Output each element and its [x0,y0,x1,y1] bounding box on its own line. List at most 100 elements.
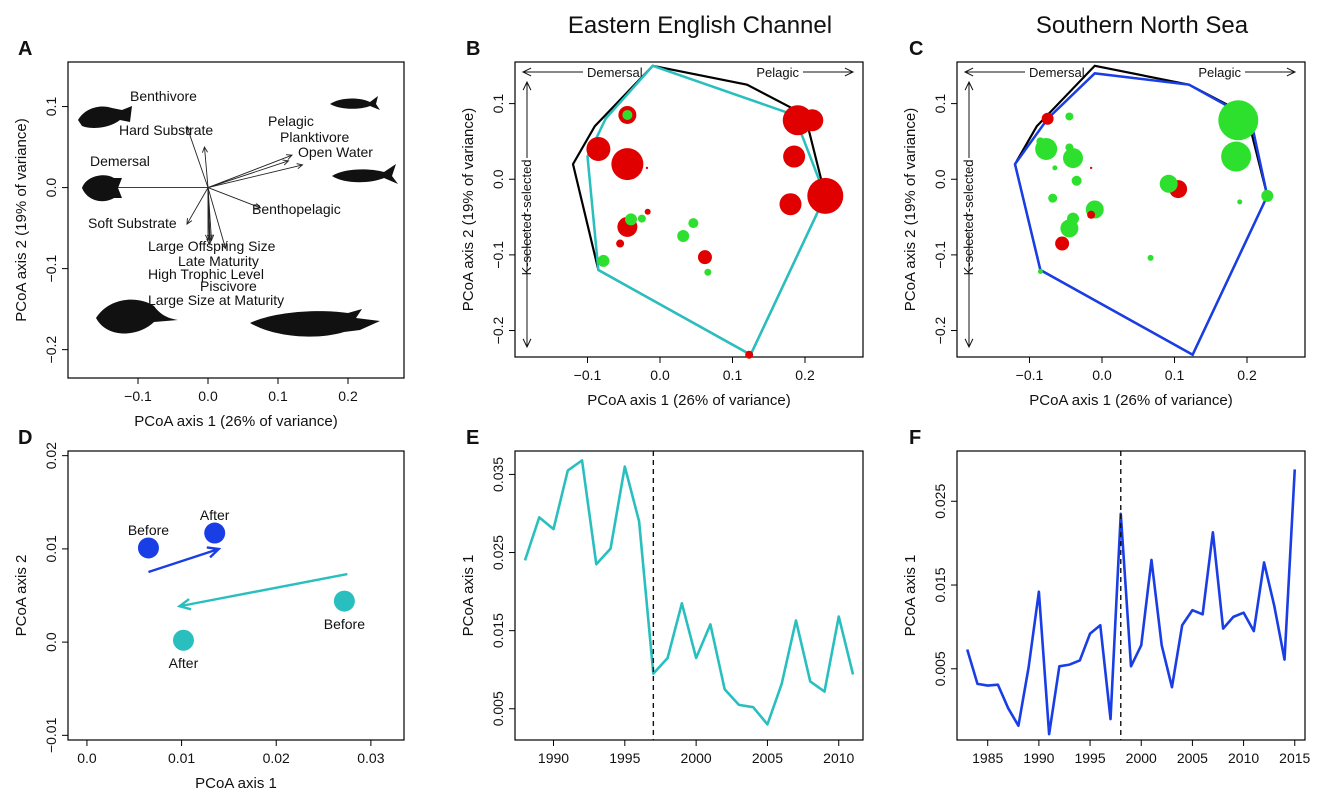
y-tick-label: −0.1 [932,241,948,269]
trait-label: Benthopelagic [252,201,341,217]
species-point [1060,219,1079,238]
trait-label: Large Size at Maturity [148,292,284,308]
plot-frame [514,61,864,358]
x-tick-label: 0.0 [650,367,670,383]
y-tick-label: 0.025 [490,535,506,570]
y-tick-label: 0.1 [43,97,59,117]
species-point [807,177,844,214]
trait-vector [207,187,261,209]
pelagic-label: Pelagic [756,65,799,80]
before-after-point [172,629,194,651]
y-tick-label: 0.02 [43,442,59,469]
time-series-line [523,459,855,726]
region-title-eec: Eastern English Channel [568,12,832,39]
y-axis-label: PCoA axis 1 [902,555,919,637]
k-selected-label: K-selected [519,214,534,275]
x-tick-label: 0.2 [795,367,815,383]
arrow-head [206,234,213,242]
ray-icon [96,299,178,334]
arrow-head [206,238,213,246]
y-tick-label: −0.2 [43,336,59,364]
arrow-head [282,159,290,166]
y-axis-label: PCoA axis 2 (19% of variance) [460,108,477,311]
trait-vector [207,187,210,245]
x-tick-label: 2010 [1228,750,1259,766]
arrow-head [296,163,304,170]
species-point [1089,166,1093,170]
x-tick-label: 2015 [1279,750,1310,766]
x-tick-label: 0.1 [723,367,743,383]
y-tick-label: 0.035 [490,457,506,492]
x-axis-label: PCoA axis 1 (26% of variance) [1029,392,1232,409]
x-axis-label: PCoA axis 1 (26% of variance) [587,392,790,409]
species-point [1065,112,1074,121]
x-tick-label: 0.0 [1092,367,1112,383]
benthivore-fish-icon [78,106,132,128]
trait-label: Benthivore [130,88,197,104]
panel-letter: D [18,427,32,449]
point-label: Before [324,616,365,632]
species-point [1052,165,1058,171]
species-point [1087,210,1096,219]
shark-icon [250,309,380,337]
species-point [644,208,651,215]
y-tick-label: 0.0 [490,169,506,189]
trait-vector [186,187,209,225]
demersal-label: Demersal [1029,65,1085,80]
x-tick-label: −0.1 [1016,367,1044,383]
trait-vector [186,126,209,188]
arrow-head [964,80,974,91]
species-point [1147,254,1154,261]
species-point [1065,143,1074,152]
y-tick-label: −0.1 [490,241,506,269]
species-point [779,193,802,216]
trait-vector [204,147,209,188]
species-point [1071,175,1082,186]
plot-frame [514,450,864,741]
x-axis-label: PCoA axis 1 (26% of variance) [134,413,337,430]
r-selected-label: r-selected [961,159,976,216]
x-tick-label: 0.1 [268,388,288,404]
x-tick-label: 2005 [752,750,783,766]
arrow-head [201,146,208,153]
trait-label: Planktivore [280,129,349,145]
y-tick-label: 0.01 [43,535,59,562]
x-tick-label: 2000 [681,750,712,766]
pelagic-fish-icon [330,96,380,110]
species-point [783,145,806,168]
shift-arrow [179,572,348,608]
y-tick-label: −0.01 [43,717,59,753]
plot-frame [956,450,1306,741]
y-tick-label: 0.005 [932,651,948,686]
y-tick-label: 0.1 [490,94,506,114]
species-point [625,213,637,226]
trait-label: Late Maturity [178,253,259,269]
species-point [1246,116,1255,125]
species-point [1055,236,1070,251]
species-point [1041,112,1054,125]
trait-label: Large Offspring Size [148,238,276,254]
species-point [704,268,712,276]
y-tick-label: 0.0 [43,632,59,652]
x-tick-label: 0.01 [168,750,195,766]
species-point [1221,141,1252,172]
time-series-line [965,469,1297,736]
point-label: Before [128,522,169,538]
x-tick-label: 1995 [1074,750,1105,766]
panel-c: −0.1 0.0 0.1 0.2 −0.2 −0.1 0.0 0.1 PCoA axis 1 (… [902,38,1306,409]
arrow-head [186,218,193,225]
k-selected-label: K-selected [961,214,976,275]
species-point [1159,174,1178,193]
x-tick-label: 0.0 [198,388,218,404]
panel-f: 1985 1990 1995 2000 2005 2010 2015 0.005 0.015 0.… [902,427,1311,766]
species-point [597,254,610,267]
arrow-head [1286,67,1297,77]
demersal-label: Demersal [587,65,643,80]
species-point [1261,189,1274,202]
y-axis-label: PCoA axis 1 [460,555,477,637]
species-point [1035,137,1058,160]
shift-arrow [148,547,220,574]
y-tick-label: 0.0 [43,178,59,198]
pelagic-label: Pelagic [1198,65,1241,80]
